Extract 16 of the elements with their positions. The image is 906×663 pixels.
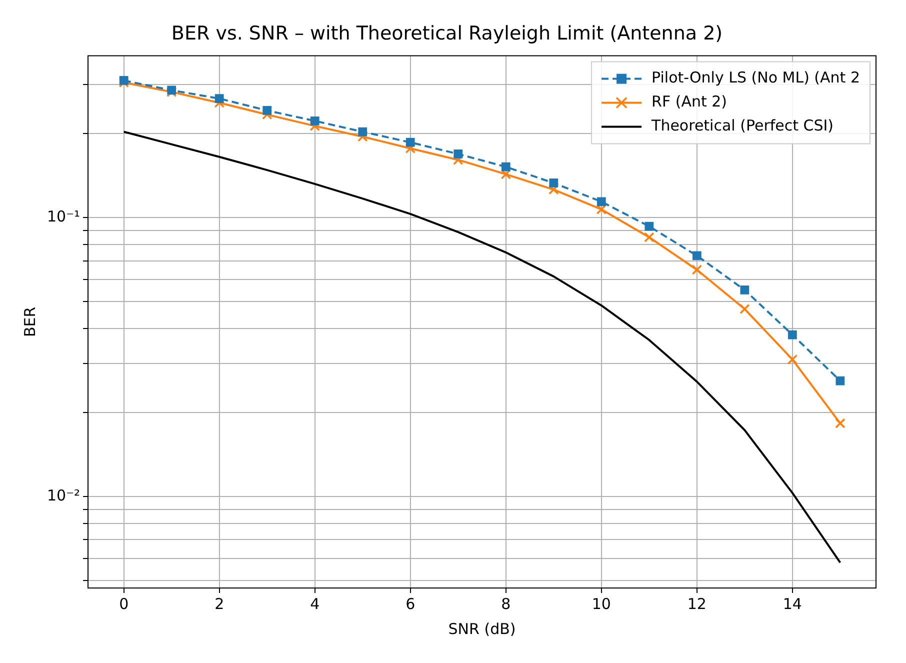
x-tick-label: 4 — [310, 594, 320, 613]
x-tick-label: 10 — [592, 594, 611, 613]
y-axis-title: BER — [20, 306, 39, 337]
x-tick-label: 14 — [782, 594, 802, 613]
x-tick-label: 12 — [687, 594, 706, 613]
x-axis-title: SNR (dB) — [448, 620, 516, 638]
x-tick-label: 2 — [214, 594, 224, 613]
x-tick-label: 6 — [406, 594, 416, 613]
legend-label: RF (Ant 2) — [652, 92, 728, 111]
x-tick-label: 0 — [119, 594, 129, 613]
y-tick-label: 10⁻¹ — [46, 207, 80, 226]
y-tick-label: 10⁻² — [46, 486, 80, 504]
legend-label: Pilot-Only LS (No ML) (Ant 2 — [652, 68, 860, 87]
x-tick-label: 8 — [501, 594, 511, 613]
chart-title: BER vs. SNR – with Theoretical Rayleigh Limit (Antenna 2) — [171, 22, 723, 44]
legend-label: Theoretical (Perfect CSI) — [650, 116, 834, 135]
